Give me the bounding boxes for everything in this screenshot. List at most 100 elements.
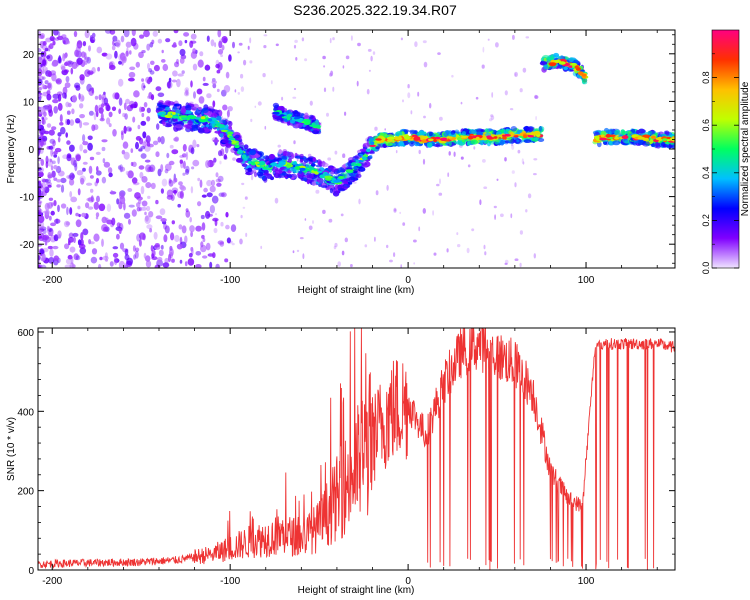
ridge-core (662, 138, 668, 141)
ridge-blob (553, 52, 560, 58)
noise-blob (511, 170, 515, 174)
noise-blob (82, 228, 89, 236)
noise-blob (189, 40, 194, 48)
noise-blob (77, 205, 81, 210)
noise-blob (103, 97, 109, 105)
noise-blob (101, 103, 105, 108)
noise-blob (106, 117, 111, 125)
noise-blob (60, 203, 67, 209)
snr-axes: -200 -100 0 100 0 200 400 600 (17, 328, 675, 587)
noise-blob (512, 34, 515, 40)
noise-blob (91, 124, 96, 132)
ridge-blob (662, 143, 668, 148)
noise-blob (185, 208, 189, 213)
noise-blob (75, 154, 81, 162)
noise-blob (139, 34, 145, 39)
noise-blob (322, 55, 326, 60)
noise-blob (102, 158, 106, 164)
ridge-core (179, 115, 188, 118)
noise-blob (192, 159, 200, 167)
noise-blob (91, 32, 96, 38)
noise-blob (101, 238, 104, 247)
noise-blob (40, 140, 44, 147)
noise-blob (422, 208, 426, 214)
snr-frame (37, 327, 676, 571)
y-tick-label: 200 (17, 487, 34, 498)
noise-blob (212, 162, 216, 165)
noise-blob (188, 252, 193, 258)
noise-blob (46, 90, 51, 95)
noise-blob (155, 215, 163, 220)
noise-blob (292, 250, 295, 254)
noise-blob (164, 168, 169, 174)
ridge-blob (298, 170, 303, 174)
noise-blob (51, 126, 57, 131)
noise-blob (52, 160, 56, 165)
noise-blob (177, 203, 181, 208)
noise-blob (55, 78, 62, 85)
noise-blob (374, 236, 376, 242)
noise-blob (277, 144, 281, 148)
noise-blob (205, 160, 210, 169)
noise-blob (67, 60, 73, 68)
ridge-core (171, 111, 176, 115)
noise-blob (173, 30, 179, 34)
noise-blob (82, 167, 86, 172)
ridge-blob (310, 163, 316, 167)
noise-blob (123, 30, 130, 38)
noise-blob (504, 90, 508, 96)
ridge-core (279, 114, 285, 117)
noise-blob (257, 101, 262, 106)
noise-blob (60, 66, 66, 71)
ridge-blob (398, 141, 405, 147)
noise-blob (202, 82, 209, 86)
noise-blob (220, 221, 224, 227)
ridge-core (272, 111, 280, 115)
noise-blob (133, 90, 140, 98)
y-tick-label: 0 (28, 566, 34, 577)
noise-blob (79, 114, 85, 119)
ridge-core (200, 116, 206, 120)
ridge-blob (448, 141, 452, 146)
ridge-core (313, 168, 318, 172)
noise-blob (88, 206, 94, 210)
noise-blob (157, 136, 162, 143)
ridge-core (599, 137, 608, 141)
noise-blob (144, 159, 151, 163)
ridge-core (295, 166, 301, 170)
noise-blob (38, 55, 42, 63)
noise-blob (120, 35, 125, 43)
noise-blob (418, 226, 421, 232)
ridge-blob (278, 149, 283, 155)
noise-blob (108, 111, 113, 118)
colorbar-tick-label: 0.2 (701, 214, 711, 227)
noise-blob (125, 171, 129, 175)
noise-blob (141, 176, 148, 183)
noise-blob (95, 212, 100, 218)
spectrogram-marks (38, 30, 675, 268)
noise-blob (47, 71, 53, 78)
ridge-blob (317, 177, 324, 184)
noise-blob (144, 211, 147, 216)
noise-blob (270, 80, 273, 85)
noise-blob (400, 37, 403, 41)
noise-blob (178, 40, 183, 47)
noise-blob (242, 206, 246, 209)
noise-blob (205, 64, 210, 70)
noise-blob (40, 140, 43, 148)
noise-blob (185, 168, 190, 175)
ridge-core (600, 134, 605, 138)
noise-blob (323, 65, 326, 68)
noise-blob (212, 139, 220, 143)
noise-blob (215, 172, 219, 178)
ridge-core (491, 134, 496, 137)
ridge-blob (299, 153, 304, 158)
noise-blob (221, 36, 228, 44)
noise-blob (111, 217, 116, 226)
noise-blob (504, 157, 507, 162)
noise-blob (107, 167, 113, 174)
noise-blob (292, 96, 297, 99)
noise-blob (155, 86, 162, 92)
noise-blob (99, 256, 103, 261)
